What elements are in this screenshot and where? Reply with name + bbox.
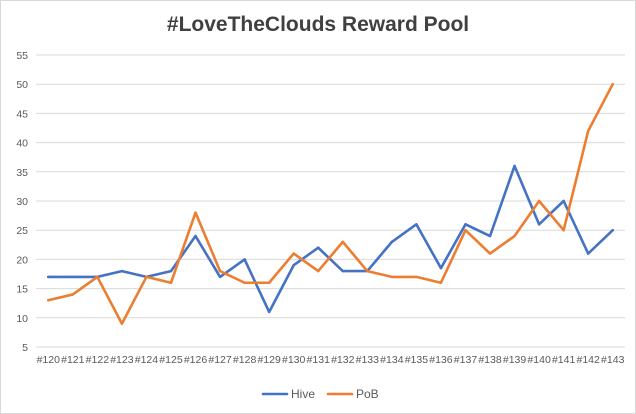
data-point-pob [267,281,271,284]
x-tick-label: #142 [577,354,601,366]
data-point-pob [366,269,369,273]
chart-title: #LoveTheClouds Reward Pool [166,13,470,36]
data-point-pob [47,299,50,302]
data-point-hive [586,252,590,255]
data-point-pob [390,275,394,279]
data-point-pob [292,252,295,255]
y-tick-label: 40 [16,138,28,150]
data-point-pob [218,269,222,273]
y-tick-label: 20 [16,254,28,266]
data-point-hive [415,223,418,226]
y-tick-label: 45 [16,108,28,120]
x-tick-label: #135 [405,354,429,366]
x-tick-label: #128 [233,354,257,366]
x-tick-label: #126 [184,354,208,366]
data-point-pob [243,281,246,284]
x-tick-label: #134 [380,354,404,366]
data-point-pob [415,275,418,279]
data-point-hive [464,223,467,226]
data-point-hive [611,229,614,232]
x-tick-label: #143 [601,354,625,366]
data-point-pob [341,240,344,244]
data-point-hive [292,264,295,267]
data-point-pob [71,293,75,296]
data-point-hive [71,275,75,279]
x-tick-label: #140 [527,354,551,366]
data-point-hive [341,269,344,273]
data-point-pob [439,281,443,284]
data-point-hive [562,199,565,203]
data-point-hive [513,164,516,168]
x-tick-label: #125 [159,354,183,366]
x-tick-label: #138 [478,354,502,366]
data-point-pob [611,83,614,86]
series-line-pob [46,82,615,325]
x-tick-label: #130 [282,354,306,366]
legend-label-pob: PoB [356,387,379,401]
x-tick-label: #129 [257,354,281,366]
data-point-pob [488,252,492,255]
data-point-hive [390,240,394,244]
x-tick-label: #122 [86,354,110,366]
data-point-pob [537,199,541,203]
y-tick-label: 55 [16,50,28,62]
y-tick-label: 50 [16,79,28,91]
data-point-pob [464,229,467,232]
x-tick-label: #127 [208,354,232,366]
data-point-hive [120,269,124,273]
x-tick-label: #124 [135,354,159,366]
data-point-hive [537,223,541,226]
data-point-hive [47,275,50,279]
x-tick-label: #139 [503,354,527,366]
data-point-hive [488,234,492,238]
data-point-pob [145,275,148,279]
y-tick-label: 10 [16,313,28,325]
data-point-pob [586,129,590,133]
data-point-pob [513,234,516,238]
data-point-hive [243,258,246,261]
x-tick-label: #132 [331,354,355,366]
data-point-pob [96,275,99,279]
y-tick-label: 5 [22,342,28,354]
data-point-hive [194,234,197,238]
data-point-hive [439,266,443,270]
y-tick-label: 15 [16,284,28,296]
x-tick-label: #131 [307,354,331,366]
data-point-hive [169,269,173,273]
data-point-hive [218,275,222,279]
series-line-hive [46,164,615,314]
x-tick-label: #133 [356,354,380,366]
data-point-pob [317,269,320,273]
data-point-pob [194,211,197,214]
legend-label-hive: Hive [291,387,315,401]
x-tick-label: #141 [552,354,576,366]
x-tick-label: #120 [37,354,61,366]
data-point-hive [267,310,271,314]
x-tick-label: #137 [454,354,478,366]
x-tick-label: #136 [429,354,453,366]
y-tick-label: 35 [16,167,28,179]
y-tick-label: 25 [16,225,28,237]
x-tick-label: #123 [110,354,134,366]
data-point-pob [562,229,565,232]
data-point-pob [169,281,173,284]
x-tick-label: #121 [61,354,85,366]
y-tick-label: 30 [16,196,28,208]
data-point-pob [120,322,124,325]
data-point-hive [317,246,320,249]
